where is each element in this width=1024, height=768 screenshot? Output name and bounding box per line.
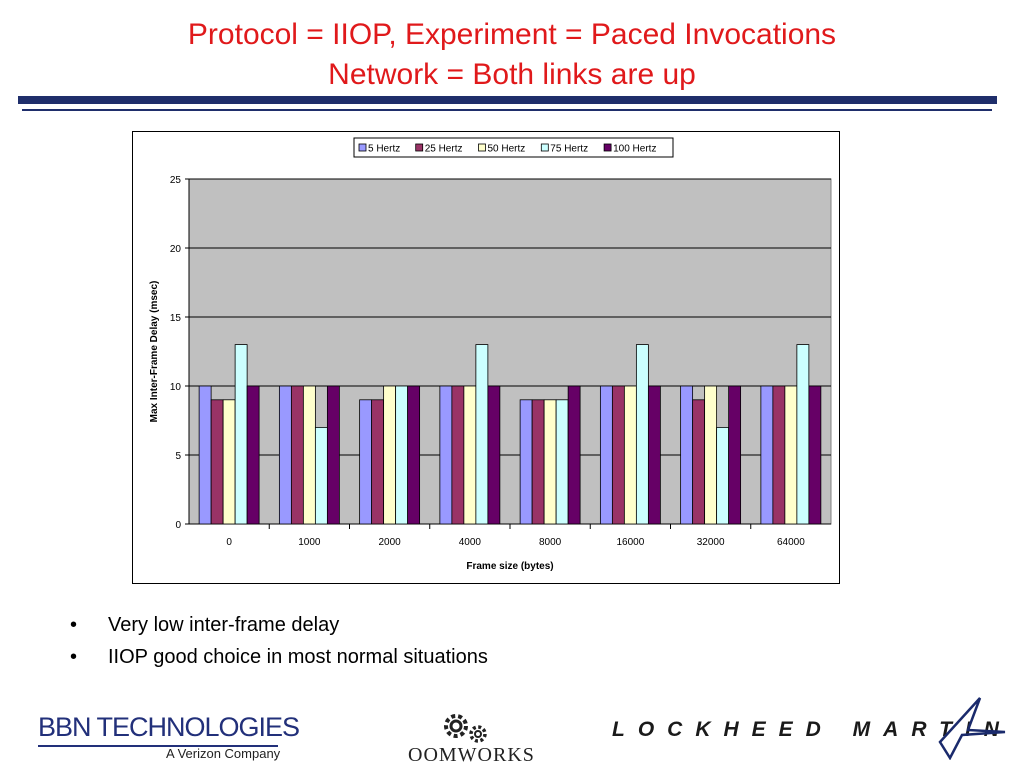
legend-label: 25 Hertz <box>425 144 463 155</box>
bar-chart: 0 5 10 15 20 25 0 1000 2000 4000 8000 16000 32000 640… <box>149 137 832 572</box>
bbn-logo-name: BBN TECHNOLOGIES <box>38 712 300 742</box>
chart-frame: 0 5 10 15 20 25 0 1000 2000 4000 8000 16000 32000 640… <box>132 131 840 584</box>
bar <box>359 399 373 525</box>
bar <box>555 399 569 525</box>
bar <box>760 385 774 525</box>
legend-swatch <box>540 143 549 152</box>
title-rule-thin <box>22 109 992 111</box>
bar <box>210 399 224 525</box>
bar <box>611 385 625 525</box>
legend-label: 50 Hertz <box>488 144 526 155</box>
bar <box>234 344 248 525</box>
x-tick-label: 16000 <box>616 537 644 548</box>
y-tick-label: 10 <box>170 382 182 393</box>
bar <box>647 385 661 525</box>
bar <box>808 385 822 525</box>
bar <box>326 385 340 525</box>
x-tick-label: 1000 <box>298 537 321 548</box>
bar <box>463 385 477 525</box>
y-tick-label: 5 <box>175 451 181 462</box>
gears-icon <box>444 714 487 743</box>
legend-label: 5 Hertz <box>368 144 400 155</box>
bar <box>395 385 409 525</box>
bar <box>451 385 465 525</box>
bar <box>623 385 637 525</box>
legend-swatch <box>603 143 612 152</box>
bar <box>278 385 292 525</box>
legend-swatch <box>415 143 424 152</box>
x-tick-label: 32000 <box>697 537 725 548</box>
bar <box>314 426 328 525</box>
bbn-logo: BBN TECHNOLOGIES A Verizon Company <box>38 712 300 761</box>
x-tick-label: 2000 <box>379 537 402 548</box>
legend-box <box>353 137 674 158</box>
legend-label: 75 Hertz <box>550 144 588 155</box>
bar <box>692 399 706 525</box>
bar <box>599 385 613 525</box>
x-tick-label: 0 <box>226 537 232 548</box>
bar <box>531 399 545 525</box>
bar <box>543 399 557 525</box>
bar <box>222 399 236 525</box>
bbn-logo-rule <box>38 745 278 747</box>
bar <box>475 344 489 525</box>
bar <box>246 385 260 525</box>
x-tick-label: 64000 <box>777 537 805 548</box>
bar <box>439 385 453 525</box>
bar <box>198 385 212 525</box>
y-tick-label: 15 <box>170 313 182 324</box>
legend-label: 100 Hertz <box>613 144 656 155</box>
legend-swatch <box>358 143 367 152</box>
oomworks-logo-name: OOMWORKS <box>408 744 535 766</box>
lockheed-martin-logo-name: LOCKHEED MARTIN <box>612 718 1012 741</box>
x-tick-label: 4000 <box>459 537 482 548</box>
bullet-text: Very low inter-frame delay <box>108 614 340 636</box>
slide-title-line2: Network = Both links are up <box>328 58 696 91</box>
bar <box>716 426 730 525</box>
slide-title-line1: Protocol = IIOP, Experiment = Paced Invo… <box>187 18 837 51</box>
bar <box>784 385 798 525</box>
bar <box>635 344 649 525</box>
y-tick-label: 25 <box>170 175 182 186</box>
bar <box>371 399 385 525</box>
legend-swatch <box>478 143 486 152</box>
bullet-dot: • <box>70 646 78 668</box>
bullet-dot: • <box>70 614 78 636</box>
y-tick-label: 20 <box>170 244 182 255</box>
bar <box>567 385 581 525</box>
title-rule-thick <box>18 96 997 104</box>
bar <box>487 385 501 525</box>
bar <box>407 385 421 525</box>
bar <box>519 399 533 525</box>
bar <box>383 385 397 525</box>
x-axis-label: Frame size (bytes) <box>466 561 553 572</box>
bar <box>728 385 742 525</box>
bullet-text: IIOP good choice in most normal situatio… <box>108 646 488 668</box>
y-axis-label: Max Inter-Frame Delay (msec) <box>149 281 160 423</box>
bar <box>302 385 316 525</box>
star-icon <box>938 697 1006 760</box>
bar <box>680 385 694 525</box>
bbn-logo-subtitle: A Verizon Company <box>166 746 281 761</box>
oomworks-logo: OOMWORKS <box>400 708 550 768</box>
bar <box>772 385 786 525</box>
bar <box>290 385 304 525</box>
y-tick-label: 0 <box>175 520 181 531</box>
bar <box>704 385 718 525</box>
x-tick-label: 8000 <box>539 537 562 548</box>
bar <box>796 344 810 525</box>
